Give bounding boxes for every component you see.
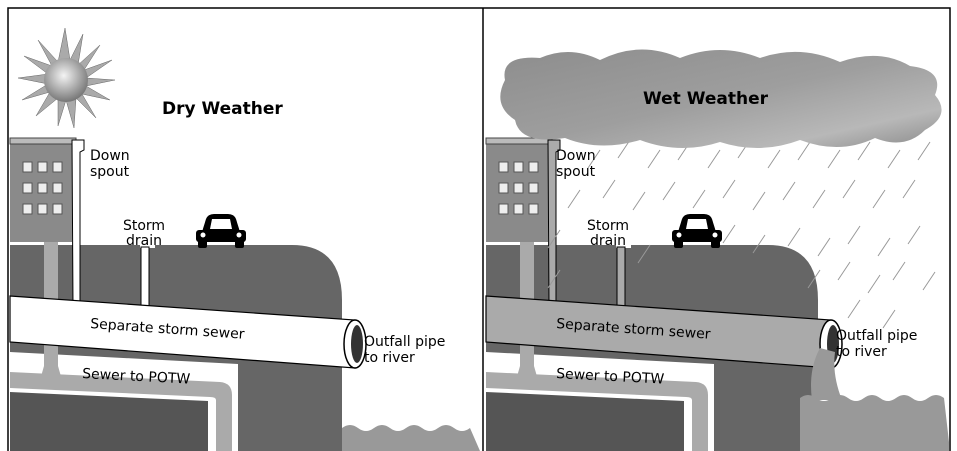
label: to river xyxy=(836,344,887,360)
label: Sewer to POTW xyxy=(556,366,665,388)
label: spout xyxy=(90,164,130,180)
label: Sewer to POTW xyxy=(82,366,191,388)
label: Storm xyxy=(587,218,629,234)
dry-scene xyxy=(9,27,480,451)
panel-title: Dry Weather xyxy=(162,99,283,119)
label: Down xyxy=(90,148,130,164)
label: drain xyxy=(590,233,626,249)
label: Outfall pipe xyxy=(364,334,445,350)
label: Down xyxy=(556,148,596,164)
label: Storm xyxy=(123,218,165,234)
label: spout xyxy=(556,164,596,180)
panel-title: Wet Weather xyxy=(643,89,769,109)
label: drain xyxy=(126,233,162,249)
cloud xyxy=(500,49,942,149)
wet-scene xyxy=(485,49,949,451)
label: Outfall pipe xyxy=(836,328,917,344)
sun xyxy=(17,27,116,129)
label: to river xyxy=(364,350,415,366)
rain xyxy=(547,139,936,329)
frame xyxy=(7,7,951,451)
